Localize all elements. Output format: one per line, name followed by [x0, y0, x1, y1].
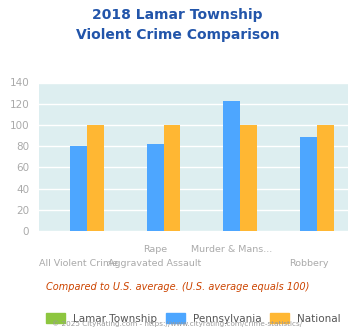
- Bar: [164, 125, 180, 231]
- Text: Violent Crime Comparison: Violent Crime Comparison: [76, 28, 279, 42]
- Legend: Lamar Township, Pennsylvania, National: Lamar Township, Pennsylvania, National: [47, 314, 340, 324]
- Text: Aggravated Assault: Aggravated Assault: [109, 259, 202, 268]
- Bar: [300, 137, 317, 231]
- Text: All Violent Crime: All Violent Crime: [39, 259, 118, 268]
- Bar: [223, 101, 240, 231]
- Text: Robbery: Robbery: [289, 259, 328, 268]
- Text: Murder & Mans...: Murder & Mans...: [191, 245, 272, 254]
- Bar: [240, 125, 257, 231]
- Text: © 2025 CityRating.com - https://www.cityrating.com/crime-statistics/: © 2025 CityRating.com - https://www.city…: [53, 320, 302, 327]
- Bar: [70, 146, 87, 231]
- Text: Compared to U.S. average. (U.S. average equals 100): Compared to U.S. average. (U.S. average …: [46, 282, 309, 292]
- Text: Rape: Rape: [143, 245, 167, 254]
- Bar: [317, 125, 334, 231]
- Text: 2018 Lamar Township: 2018 Lamar Township: [92, 8, 263, 22]
- Bar: [87, 125, 104, 231]
- Bar: [147, 144, 164, 231]
